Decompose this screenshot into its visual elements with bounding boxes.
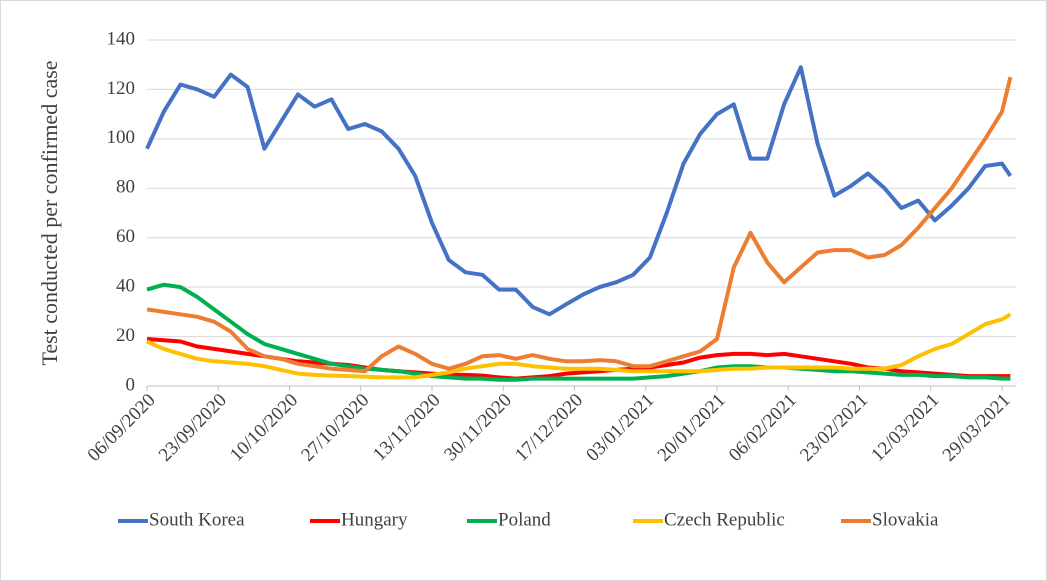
line-series xyxy=(146,76,1013,374)
y-tick-label: 20 xyxy=(116,325,135,346)
line-series xyxy=(146,312,1012,380)
legend-label: Hungary xyxy=(341,509,408,530)
y-axis-label: Test conducted per confirmed case xyxy=(37,60,62,365)
y-tick-label: 120 xyxy=(107,78,136,99)
y-tick-label: 100 xyxy=(107,127,136,148)
legend-label: Slovakia xyxy=(872,509,939,530)
y-tick-label: 40 xyxy=(116,276,135,297)
y-tick-label: 80 xyxy=(116,177,135,198)
y-tick-label: 60 xyxy=(116,226,135,247)
line-series xyxy=(145,65,1013,317)
legend-label: Czech Republic xyxy=(664,509,785,530)
y-tick-label: 140 xyxy=(107,28,136,49)
line-series xyxy=(146,282,1011,382)
y-tick-label: 0 xyxy=(126,374,136,395)
legend-label: South Korea xyxy=(149,509,245,530)
legend-label: Poland xyxy=(498,509,551,530)
